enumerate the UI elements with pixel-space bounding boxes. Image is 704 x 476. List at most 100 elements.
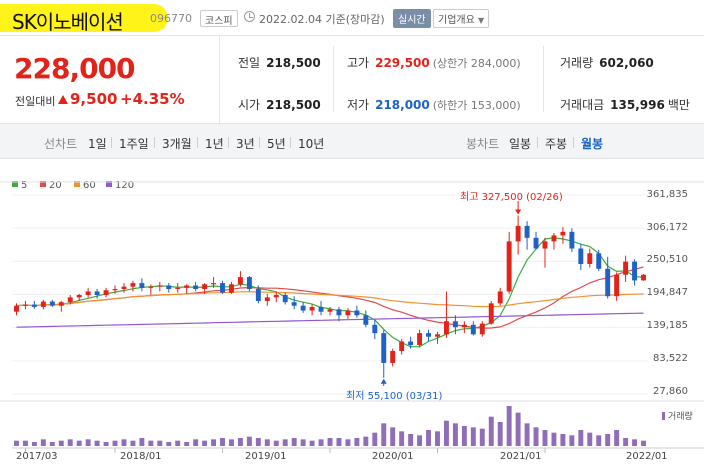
volume-bar [157,440,163,446]
x-tick-label: 2018/01 [120,451,162,462]
tab-1y[interactable]: 1년 [205,137,224,151]
volume-bar [551,432,557,446]
candle-body [229,284,234,293]
candle-body [632,261,638,281]
volume-bar [175,440,181,446]
y-tick-label: 83,522 [653,353,688,364]
candle-body [417,333,423,346]
volume-bar [22,440,28,446]
volume-bar [193,439,199,446]
low-annotation: 최저 55,100 (03/31) [346,391,443,402]
candle-body [211,283,217,285]
volume-bar [85,439,91,446]
low-marker-arrow [380,378,387,384]
volume-bar [336,438,342,446]
tab-10y[interactable]: 10년 [298,137,325,151]
candle-body [399,341,405,352]
y-tick-label: 250,510 [646,254,688,265]
volume-bar [300,439,306,446]
candle-chart-label: 봉차트 [466,137,500,151]
price-change: 9,500 [70,90,118,108]
candle-body [605,268,611,297]
divider [154,137,155,148]
ma20-line [16,266,644,329]
tab-weekly[interactable]: 주봉 [545,137,568,151]
high-marker-arrow [515,209,522,215]
legend-ma60: 60 [74,180,96,191]
candle-body [282,295,288,303]
candle-body [390,351,396,363]
volume-bar [632,439,638,446]
legend-label: 20 [49,180,62,191]
candle-body [452,321,458,328]
candle-body [327,309,333,312]
tab-5y[interactable]: 5년 [267,137,286,151]
x-tick-label: 2021/01 [500,451,542,462]
candle-body [479,323,485,335]
candle-body [255,289,261,301]
volume-bar [58,440,64,446]
stock-header: SK이노베이션 096770 코스피 2022.02.04 기준(장마감) 실시… [0,0,704,36]
candle-body [596,253,602,269]
volume-bar [578,430,584,446]
stat-value: 218,000 [375,98,430,112]
candle-body [237,277,243,285]
stat-label: 전일 [238,56,261,70]
candle-body [560,231,566,236]
candle-body [426,333,431,337]
legend-ma5: 5 [12,180,27,191]
candle-body [551,235,557,242]
candle-body [587,253,593,265]
title-highlight [0,4,168,32]
candle-body [58,302,64,306]
candle-body [488,303,494,324]
candle-body [345,310,351,316]
current-price: 228,000 [14,52,136,85]
volume-bar [587,432,593,446]
volume-bar [569,435,575,446]
candle-body [202,284,208,290]
x-tick-label: 2020/01 [372,451,414,462]
company-overview-dropdown[interactable]: 기업개요 ▼ [433,9,490,28]
candle-body [31,304,37,307]
candle-body [614,274,620,297]
tab-3y[interactable]: 3년 [236,137,255,151]
volume-bar [67,439,73,446]
volume-bar [452,423,458,446]
stat-value: 602,060 [599,56,654,70]
volume-bar [273,440,279,446]
volume-bar [264,439,270,446]
stat-label: 고가 [347,56,370,70]
volume-bar [623,438,629,446]
tab-3m[interactable]: 3개월 [162,137,192,151]
volume-bar [363,436,369,446]
tab-1d[interactable]: 1일 [88,137,107,151]
volume-bar [121,439,127,446]
stat-low: 저가 218,000 (하한가 153,000) [347,96,521,113]
candle-body [372,324,378,334]
volume-bar [103,442,109,446]
company-overview-label: 기업개요 [438,15,475,26]
candle-body [542,241,548,249]
volume-bar [76,440,82,446]
volume-bar [641,440,646,446]
candle-body [623,261,629,275]
volume-bar [112,440,118,446]
tab-monthly[interactable]: 월봉 [581,137,604,151]
stat-open: 시가 218,500 [238,96,321,113]
volume-bar [614,430,620,446]
tab-daily[interactable]: 일봉 [509,137,532,151]
volume-bar [220,438,225,446]
volume-bar [488,416,494,446]
volume-bar [390,427,396,446]
divider [259,137,260,148]
price-change-percent: +4.35% [120,90,185,108]
realtime-button[interactable]: 실시간 [393,9,431,28]
candle-body [318,306,324,312]
candle-body [121,286,127,290]
tab-1w[interactable]: 1주일 [119,137,149,151]
candle-body [67,297,73,303]
volume-bar [426,430,431,446]
volume-bar [31,442,37,446]
